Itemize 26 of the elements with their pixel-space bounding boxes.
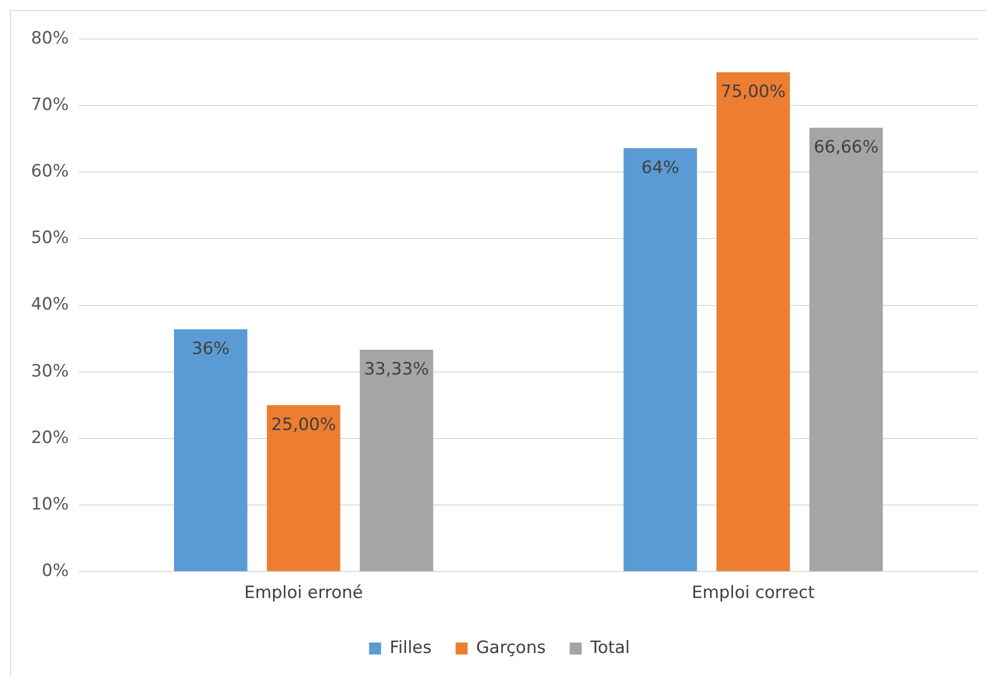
bar <box>266 405 340 572</box>
y-tick-label: 50% <box>30 228 69 248</box>
legend-label: Total <box>589 638 630 658</box>
bar <box>360 350 434 572</box>
bar <box>716 72 790 572</box>
data-label: 33,33% <box>364 360 429 380</box>
x-tick-label: Emploi erroné <box>244 583 363 604</box>
y-tick-label: 40% <box>30 294 69 315</box>
y-tick-label: 0% <box>42 561 69 582</box>
y-tick-label: 70% <box>30 94 69 115</box>
y-tick-label: 60% <box>30 162 69 182</box>
data-label: 75,00% <box>720 82 786 102</box>
y-tick-label: 20% <box>30 428 69 448</box>
y-tick-label: 10% <box>30 494 69 514</box>
bar <box>624 148 697 572</box>
bar <box>174 329 248 572</box>
y-tick-label: 80% <box>30 28 69 48</box>
y-tick-label: 30% <box>30 361 69 382</box>
data-label: 36% <box>192 339 230 360</box>
legend-label: Garçons <box>476 638 546 658</box>
data-label: 66,66% <box>814 138 879 158</box>
data-label: 25,00% <box>271 415 336 436</box>
data-label: 64% <box>641 158 680 178</box>
x-tick-label: Emploi correct <box>692 583 815 604</box>
legend-label: Filles <box>390 638 432 658</box>
bar <box>809 128 883 572</box>
